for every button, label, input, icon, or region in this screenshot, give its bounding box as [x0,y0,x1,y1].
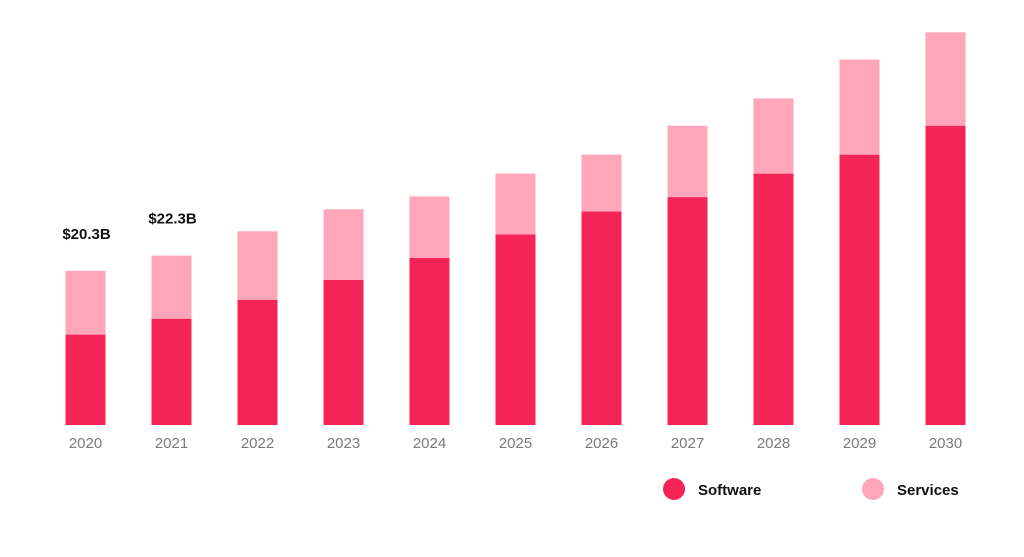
data-label-2021: $22.3B [148,211,197,228]
x-tick-label-2022: 2022 [241,435,274,452]
x-tick-label-2027: 2027 [671,435,704,452]
bar-services-2026[interactable] [581,154,622,212]
x-tick-label-2029: 2029 [843,435,876,452]
x-axis-ticks: 2020 2021 2022 2023 2024 2025 2026 2027 2028 2029… [69,435,962,452]
bar-group-2026[interactable] [581,154,622,426]
legend-item-software[interactable]: Software [663,478,761,500]
bar-software-2023[interactable] [323,279,364,425]
bar-services-2023[interactable] [323,209,364,280]
bar-services-2025[interactable] [495,173,536,235]
data-labels-layer: $20.3B $22.3B [62,211,197,243]
bar-services-2021[interactable] [151,255,192,319]
bar-services-2020[interactable] [65,270,106,335]
bar-services-2024[interactable] [409,196,450,258]
x-tick-label-2030: 2030 [929,435,962,452]
bar-software-2028[interactable] [753,173,794,425]
bar-services-2028[interactable] [753,98,794,174]
bar-group-2029[interactable] [839,59,880,425]
bar-software-2022[interactable] [237,299,278,425]
x-tick-label-2020: 2020 [69,435,102,452]
bars-layer [65,32,966,426]
bar-services-2027[interactable] [667,125,708,198]
bar-group-2024[interactable] [409,196,450,425]
x-tick-label-2025: 2025 [499,435,532,452]
bar-software-2027[interactable] [667,197,708,425]
bar-group-2022[interactable] [237,231,278,425]
bar-services-2029[interactable] [839,59,880,155]
legend: Software Services [663,478,959,500]
bar-group-2028[interactable] [753,98,794,425]
bar-software-2025[interactable] [495,234,536,425]
legend-item-services[interactable]: Services [862,478,959,500]
data-label-2020: $20.3B [62,226,111,243]
x-tick-label-2026: 2026 [585,435,618,452]
legend-swatch-software [663,478,685,500]
bar-services-2022[interactable] [237,231,278,300]
bar-software-2026[interactable] [581,211,622,426]
bar-group-2027[interactable] [667,125,708,425]
bar-software-2021[interactable] [151,318,192,425]
bar-group-2023[interactable] [323,209,364,425]
x-tick-label-2023: 2023 [327,435,360,452]
bar-software-2029[interactable] [839,154,880,425]
bar-group-2025[interactable] [495,173,536,425]
bar-software-2030[interactable] [925,125,966,425]
x-tick-label-2021: 2021 [155,435,188,452]
bar-software-2020[interactable] [65,334,106,425]
bar-group-2030[interactable] [925,32,966,425]
legend-label-services: Services [897,482,959,499]
legend-swatch-services [862,478,884,500]
x-tick-label-2024: 2024 [413,435,446,452]
bar-group-2020[interactable] [65,270,106,425]
bar-software-2024[interactable] [409,257,450,425]
bar-group-2021[interactable] [151,255,192,425]
bar-services-2030[interactable] [925,32,966,126]
legend-label-software: Software [698,482,761,499]
x-tick-label-2028: 2028 [757,435,790,452]
